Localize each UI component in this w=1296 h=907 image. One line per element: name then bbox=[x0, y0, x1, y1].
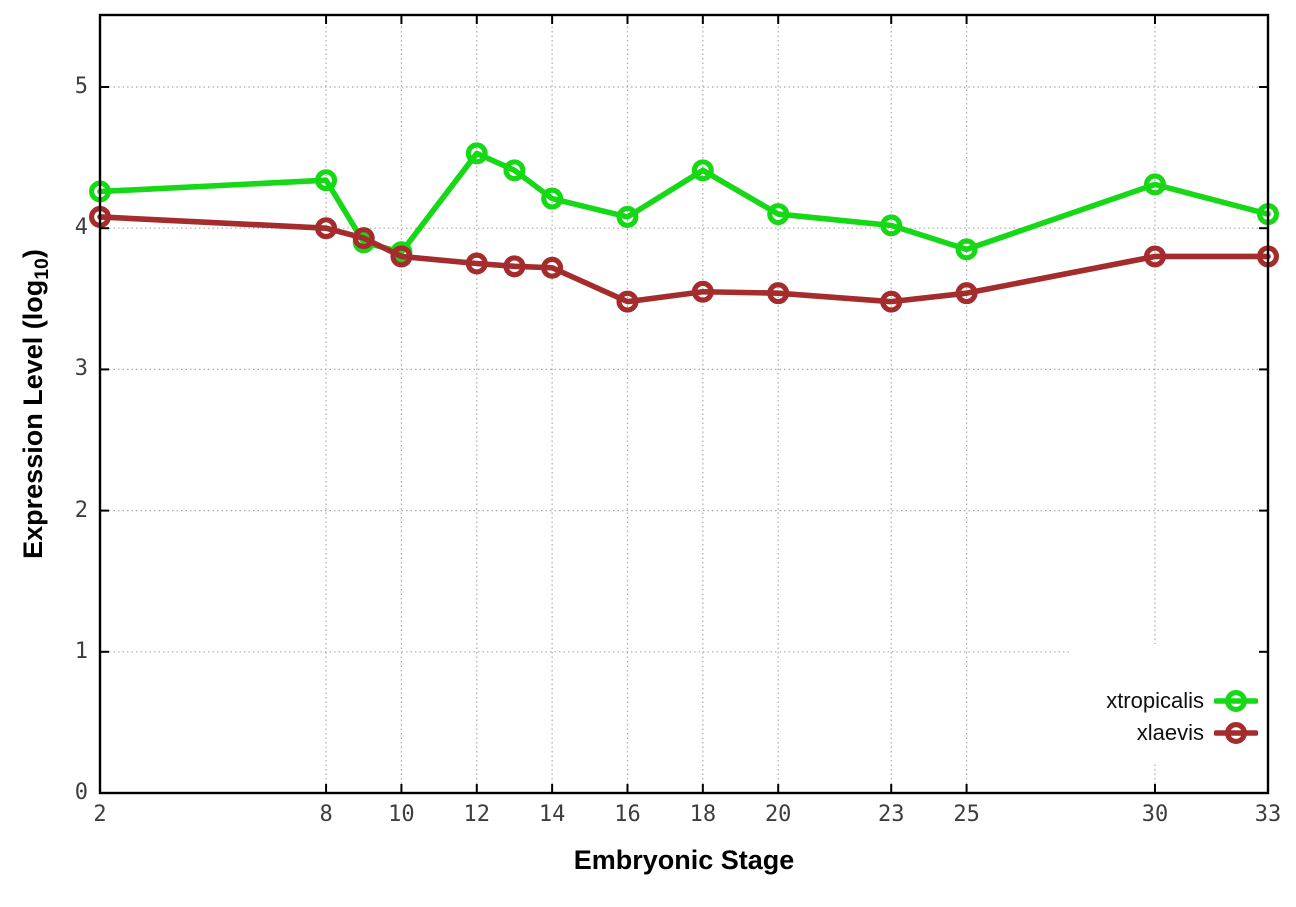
y-tick-label: 2 bbox=[74, 497, 88, 523]
data-point-xlaevis bbox=[503, 255, 526, 278]
data-point-xlaevis bbox=[691, 280, 714, 303]
y-tick-label: 3 bbox=[74, 356, 88, 382]
data-point-xtropicalis bbox=[880, 214, 903, 237]
data-point-xlaevis bbox=[955, 282, 978, 305]
x-tick-label: 10 bbox=[388, 802, 415, 827]
y-tick-label: 5 bbox=[74, 74, 88, 99]
x-axis-title: Embryonic Stage bbox=[573, 845, 795, 875]
data-point-xlaevis bbox=[880, 290, 903, 313]
y-axis-title-suffix: ) bbox=[17, 249, 48, 259]
x-tick-label: 12 bbox=[463, 802, 491, 827]
data-point-xtropicalis bbox=[955, 238, 978, 261]
x-tick-label: 8 bbox=[319, 802, 333, 827]
data-point-xtropicalis bbox=[691, 159, 714, 182]
data-point-xtropicalis bbox=[541, 187, 564, 210]
data-point-xtropicalis bbox=[767, 203, 790, 226]
data-point-xlaevis bbox=[616, 290, 639, 313]
y-axis-title: Expression Level (log10) bbox=[18, 249, 54, 559]
data-point-xtropicalis bbox=[465, 142, 488, 165]
data-point-xlaevis bbox=[767, 282, 790, 305]
x-tick-label: 30 bbox=[1141, 802, 1169, 827]
legend: xtropicalis xlaevis bbox=[1096, 687, 1258, 747]
x-tick-label: 23 bbox=[877, 802, 905, 827]
legend-item-xtropicalis: xtropicalis bbox=[1106, 687, 1258, 715]
data-point-xlaevis bbox=[465, 252, 488, 275]
data-point-xtropicalis bbox=[503, 159, 526, 182]
y-axis-title-subscript: 10 bbox=[31, 258, 54, 280]
x-tick-label: 33 bbox=[1254, 802, 1282, 827]
legend-point bbox=[1225, 690, 1247, 712]
x-tick-label: 14 bbox=[538, 802, 566, 827]
x-tick-label: 25 bbox=[953, 802, 980, 827]
legend-point bbox=[1225, 722, 1247, 744]
legend-label-xtropicalis: xtropicalis bbox=[1106, 688, 1204, 713]
y-tick-label: 0 bbox=[74, 780, 88, 805]
data-point-xlaevis bbox=[390, 245, 413, 268]
x-tick-label: 2 bbox=[93, 802, 107, 827]
data-point-xtropicalis bbox=[1143, 173, 1166, 196]
data-point-xlaevis bbox=[352, 227, 375, 250]
series-line-xlaevis bbox=[97, 214, 1271, 305]
x-tick-label: 20 bbox=[764, 802, 792, 827]
legend-item-xlaevis: xlaevis bbox=[1137, 719, 1258, 747]
x-tick-label: 16 bbox=[614, 802, 641, 827]
plot-border bbox=[98, 13, 1270, 795]
y-axis-title-text: Expression Level (log bbox=[17, 279, 48, 559]
legend-marker-xtropicalis bbox=[1214, 690, 1258, 712]
series-line-xtropicalis bbox=[97, 150, 1271, 256]
y-tick-label: 1 bbox=[74, 638, 88, 664]
legend-label-xlaevis: xlaevis bbox=[1136, 720, 1204, 745]
data-point-xlaevis bbox=[315, 217, 338, 240]
x-tick-label: 18 bbox=[689, 802, 717, 827]
legend-marker-xlaevis bbox=[1214, 722, 1258, 744]
data-point-xlaevis bbox=[1143, 245, 1166, 268]
data-point-xlaevis bbox=[541, 256, 564, 279]
data-point-xtropicalis bbox=[315, 169, 338, 192]
data-point-xtropicalis bbox=[616, 205, 639, 228]
y-tick-label: 4 bbox=[74, 215, 88, 241]
